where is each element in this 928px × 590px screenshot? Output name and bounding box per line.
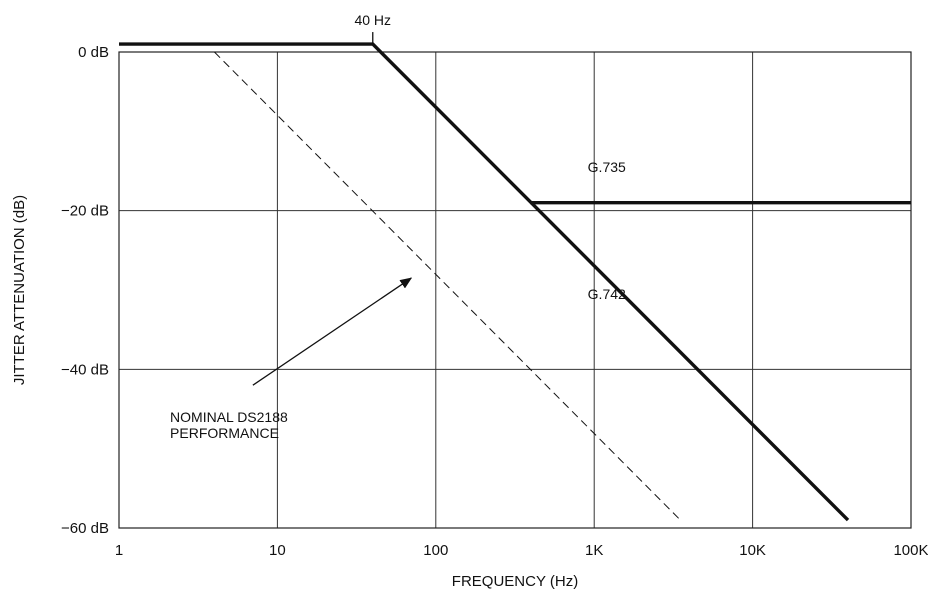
x-axis-title: FREQUENCY (Hz): [452, 573, 578, 590]
series-group: [119, 42, 911, 522]
x-tick-label: 10K: [739, 542, 766, 559]
x-tick-label: 1: [115, 542, 123, 559]
y-tick-label: −40 dB: [61, 361, 109, 378]
tick-labels: 1 10 100 1K 10K 100K 0 dB −20 dB −40 dB −60 dB: [61, 44, 928, 559]
series-label: G.735: [588, 159, 626, 175]
series-label: G.742: [588, 286, 626, 302]
x-tick-label: 1K: [585, 542, 603, 559]
y-tick-label: −20 dB: [61, 203, 109, 220]
series-line-g742: [529, 201, 850, 522]
grid: [118, 51, 912, 529]
series-line-dashed: [214, 51, 681, 521]
marker-label: 40 Hz: [354, 12, 391, 28]
y-tick-label: 0 dB: [78, 44, 109, 61]
plot-area-frame: [118, 51, 912, 529]
x-tick-label: 100K: [893, 542, 928, 559]
callout-label: NOMINAL DS2188: [170, 409, 288, 425]
x-tick-label: 100: [423, 542, 448, 559]
callout-label: PERFORMANCE: [170, 425, 279, 441]
callout-arrow: [252, 277, 413, 386]
x-tick-label: 10: [269, 542, 286, 559]
y-tick-label: −60 dB: [61, 520, 109, 537]
series-line-g735: [119, 42, 911, 205]
y-axis-title: JITTER ATTENUATION (dB): [11, 195, 28, 385]
